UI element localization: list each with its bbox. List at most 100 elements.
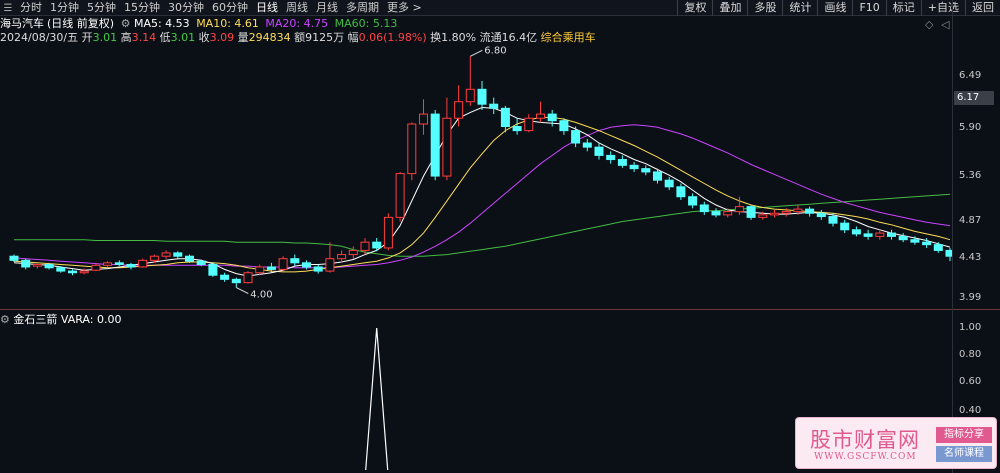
- candle-body: [290, 258, 300, 264]
- tab-5[interactable]: 60分钟: [212, 1, 248, 14]
- candle-body: [711, 211, 721, 216]
- candle-body: [887, 232, 896, 237]
- tab-7[interactable]: 周线: [286, 1, 308, 14]
- price-axis-label: 4.87: [959, 215, 982, 226]
- tab-9[interactable]: 多周期: [346, 1, 379, 14]
- indicator-settings-icon[interactable]: ⚙: [0, 313, 10, 326]
- tool-button-0[interactable]: 复权: [677, 0, 712, 16]
- price-axis-label: 5.36: [959, 170, 982, 181]
- annotations: 6.80 4.00: [236, 45, 507, 301]
- tab-8[interactable]: 月线: [316, 1, 338, 14]
- title-line: 海马汽车 (日线 前复权) ⚙ MA5: 4.53 MA10: 4.61 MA20…: [0, 17, 400, 31]
- expand-icon[interactable]: ◇: [925, 18, 934, 31]
- candle-body: [430, 113, 440, 177]
- candle-body: [114, 262, 124, 265]
- candle-body: [571, 130, 581, 144]
- ma5-label: MA5: 4.53: [133, 17, 190, 30]
- candle-body: [489, 103, 499, 109]
- low-mark-line: [236, 287, 249, 295]
- chart-mode: (日线 前复权): [47, 17, 115, 30]
- tool-button-4[interactable]: 画线: [817, 0, 852, 16]
- tab-6[interactable]: 日线: [256, 1, 278, 14]
- candle-body: [220, 274, 230, 280]
- candle-body: [676, 186, 686, 198]
- candle-body: [851, 229, 861, 235]
- low-mark-label: 4.00: [250, 290, 272, 301]
- toolbar-tools: 复权 叠加 多股 统计 画线 F10 标记 +自选 返回: [677, 0, 1000, 16]
- candle-body: [243, 272, 253, 284]
- tab-0[interactable]: 分时: [20, 1, 42, 14]
- candle-body: [641, 168, 651, 173]
- indicator-value: VARA: 0.00: [60, 313, 122, 326]
- indicator-axis-label: 0.60: [959, 376, 982, 387]
- candle-body: [278, 258, 288, 270]
- candlestick-chart[interactable]: 6.80 4.00: [0, 0, 952, 473]
- sector-link[interactable]: 综合乘用车: [540, 31, 596, 44]
- candles: [9, 56, 952, 288]
- ma60-line: [14, 193, 951, 257]
- tool-button-1[interactable]: 叠加: [712, 0, 747, 16]
- indicator-axis-label: 1.00: [959, 322, 982, 333]
- high-mark-label: 6.80: [484, 45, 506, 56]
- tool-button-6[interactable]: 标记: [885, 0, 921, 16]
- ma5-line: [13, 106, 951, 277]
- price-axis-label: 3.99: [959, 292, 982, 303]
- candle-body: [266, 266, 276, 270]
- indicator-axis-label: 0.80: [959, 349, 982, 360]
- quote-line: 2024/08/30/五 开3.01 高3.14 低3.01 收3.09 量29…: [0, 31, 596, 45]
- tab-10[interactable]: 更多 >: [387, 1, 422, 14]
- candle-body: [688, 196, 698, 206]
- low-label: 低: [159, 31, 171, 44]
- settings-icon[interactable]: ⚙: [120, 17, 131, 30]
- stock-name[interactable]: 海马汽车: [0, 17, 44, 30]
- candle-body: [945, 249, 952, 257]
- candle-body: [91, 264, 101, 271]
- indicator-name[interactable]: 金石三箭: [13, 313, 58, 326]
- watermark-tag-course: 名师课程: [936, 446, 992, 462]
- candle-body: [793, 208, 803, 213]
- candle-body: [185, 255, 194, 262]
- panel-toggle-icon[interactable]: ☰: [3, 2, 13, 14]
- tool-button-3[interactable]: 统计: [782, 0, 817, 16]
- candle-body: [594, 146, 604, 156]
- candle-body: [875, 232, 885, 237]
- volume-value: 294834: [248, 31, 291, 44]
- candle-body: [442, 117, 452, 177]
- close-label: 收: [198, 31, 210, 44]
- ma60-label: MA60: 5.13: [334, 17, 398, 30]
- candle-body: [126, 263, 136, 268]
- candle-body: [653, 171, 662, 181]
- open-label: 开: [81, 31, 93, 44]
- tab-1[interactable]: 1分钟: [50, 1, 79, 14]
- candle-body: [79, 270, 89, 274]
- candle-body: [524, 117, 534, 132]
- candle-body: [138, 259, 148, 268]
- open-value: 3.01: [92, 31, 118, 44]
- tab-4[interactable]: 30分钟: [168, 1, 204, 14]
- collapse-icon[interactable]: ◁: [941, 18, 950, 31]
- pane-divider[interactable]: [0, 309, 1000, 310]
- candle-body: [103, 262, 113, 266]
- tab-2[interactable]: 5分钟: [87, 1, 116, 14]
- watermark-tag-share: 指标分享: [936, 427, 992, 443]
- candle-body: [196, 260, 206, 265]
- candle-body: [910, 239, 920, 243]
- tool-button-8[interactable]: 返回: [965, 0, 1000, 16]
- candle-body: [372, 241, 382, 249]
- period-tabs: ☰ 分时 1分钟 5分钟 15分钟 30分钟 60分钟 日线 周线 月线 多周期 更多 >: [0, 0, 426, 16]
- tool-button-5[interactable]: F10: [852, 0, 885, 16]
- close-value: 3.09: [209, 31, 235, 44]
- tool-button-7[interactable]: +自选: [920, 0, 965, 16]
- candle-body: [407, 123, 417, 175]
- candle-body: [699, 204, 709, 213]
- tab-3[interactable]: 15分钟: [124, 1, 160, 14]
- candle-body: [863, 233, 873, 237]
- candle-body: [500, 107, 510, 127]
- price-axis-label: 4.43: [959, 252, 982, 263]
- candle-body: [68, 270, 77, 274]
- turnover-value: 1.80%: [441, 31, 477, 44]
- tool-button-2[interactable]: 多股: [747, 0, 782, 16]
- float-value: 16.4亿: [501, 31, 538, 44]
- change-label: 幅: [347, 31, 359, 44]
- indicator-axis-label: 0.40: [959, 405, 982, 416]
